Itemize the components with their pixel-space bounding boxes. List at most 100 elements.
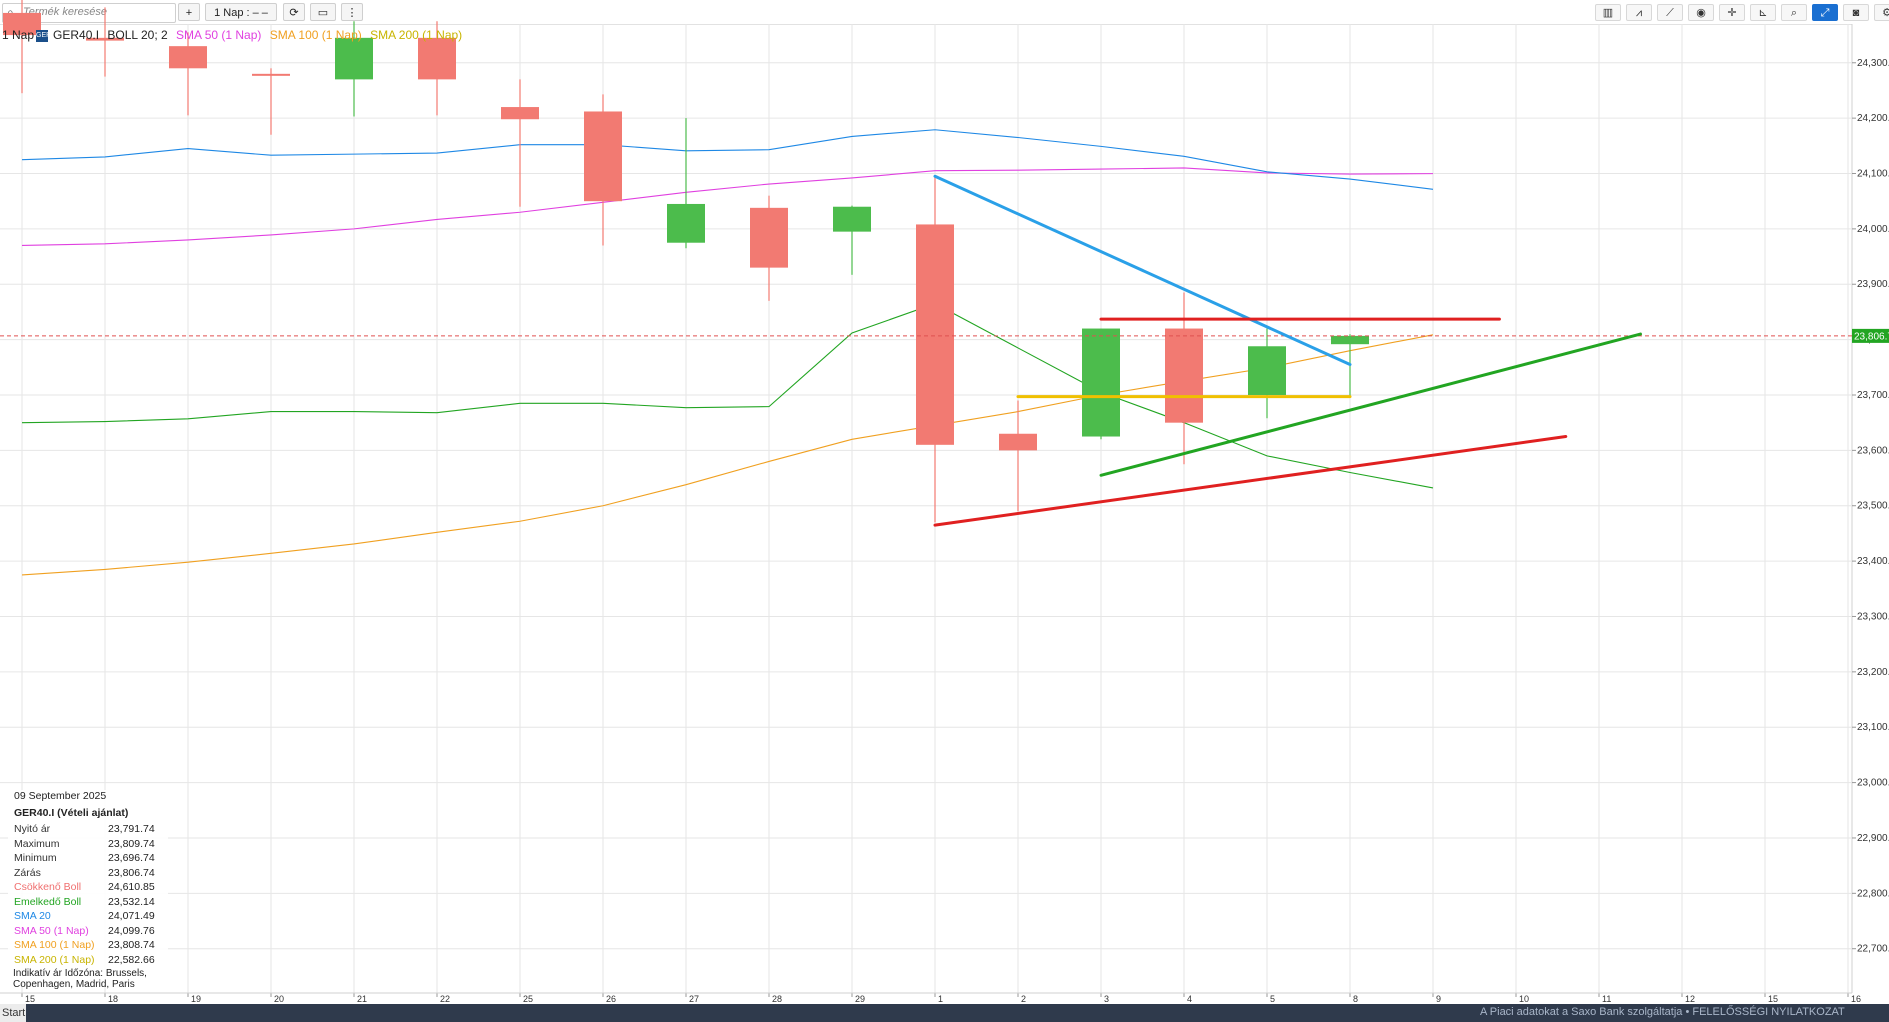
candle-body[interactable] [1248,346,1286,395]
legend-timeframe: 1 Nap [2,28,35,42]
candle-body[interactable] [252,73,290,76]
x-tick-label: 11 [1602,994,1611,1004]
x-tick-label: 1 [938,994,943,1004]
info-row-label: Maximum [14,837,60,850]
blue-downtrend-line[interactable] [933,174,1352,367]
product-search-input[interactable]: ⌕ Termék keresése [2,3,176,23]
search-placeholder: Termék keresése [23,6,107,18]
info-row: Minimum 23,696.74 [8,852,168,867]
y-tick-label: 22,900.0 [1857,833,1889,844]
chart-type-icon[interactable]: ▥ [1595,4,1621,21]
info-row-label: SMA 20 [14,910,51,922]
legend-sma50[interactable]: SMA 50 (1 Nap) [176,28,262,42]
data-provider-note: A Piaci adatokat a Saxo Bank szolgáltatj… [1480,1006,1845,1018]
candle-body[interactable] [916,224,954,445]
y-tick-label: 24,200.0 [1857,113,1889,124]
info-row: Emelkedő Boll 23,532.14 [8,896,168,911]
refresh-button[interactable]: ⟳ [283,3,305,21]
y-tick-label: 23,400.0 [1857,556,1889,567]
sma20-line [21,129,1434,190]
candle-body[interactable] [1165,328,1203,423]
info-row: SMA 100 (1 Nap) 23,808.74 [8,939,168,954]
info-row: Zárás 23,806.74 [8,867,168,882]
last-price-badge [1852,328,1889,343]
info-row-value: 24,099.76 [108,924,155,937]
candle-body[interactable] [501,107,539,120]
info-row-value: 24,071.49 [108,910,155,922]
timeframe-select[interactable]: 1 Nap : – – [205,3,277,21]
info-row: SMA 50 (1 Nap) 24,099.76 [8,925,168,940]
x-tick-label: 29 [855,994,865,1004]
x-tick-label: 27 [689,994,699,1004]
visibility-icon[interactable]: ◉ [1688,4,1714,21]
x-tick-label: 15 [25,994,35,1004]
search-icon: ⌕ [7,5,14,19]
y-tick-label: 23,900.0 [1857,279,1889,290]
y-tick-label: 22,800.0 [1857,888,1889,899]
info-row-label: Minimum [14,852,57,864]
layout-button[interactable]: ▭ [310,3,336,21]
x-tick-label: 10 [1519,994,1529,1004]
info-instrument: GER40.I (Vételi ajánlat) [14,807,129,819]
x-tick-label: 28 [772,994,782,1004]
start-button[interactable]: Start [0,1004,26,1022]
x-tick-label: 22 [440,994,450,1004]
candle-body[interactable] [584,111,622,202]
legend-instrument[interactable]: GER40.I [53,28,100,42]
indicators-icon[interactable]: ⩘ [1626,4,1652,21]
info-footnote: Indikatív ár Időzóna: Brussels, Copenhag… [13,968,147,990]
x-tick-label: 3 [1104,994,1109,1004]
candle-body[interactable] [750,207,788,268]
info-row: SMA 200 (1 Nap) 22,582.66 [8,954,168,969]
y-tick-label: 23,300.0 [1857,611,1889,622]
settings-icon[interactable]: ⚙ [1874,4,1889,21]
candle-body[interactable] [335,37,373,80]
legend-sma100[interactable]: SMA 100 (1 Nap) [269,28,362,42]
red-uptrend-line[interactable] [933,435,1568,527]
candle-body[interactable] [86,37,124,41]
measure-icon[interactable]: ⊾ [1750,4,1776,21]
candle-body[interactable] [833,206,871,232]
candle-body[interactable] [999,433,1037,451]
candle-body[interactable] [3,12,41,36]
info-row: Csökkenő Boll 24,610.85 [8,881,168,896]
x-tick-label: 19 [191,994,201,1004]
candle-body[interactable] [667,203,705,243]
zoom-icon[interactable]: ⌕ [1781,4,1807,21]
candle-body[interactable] [1082,328,1120,437]
fullscreen-icon[interactable]: ⤢ [1812,4,1838,21]
x-tick-label: 8 [1353,994,1358,1004]
more-options-button[interactable]: ⋮ [341,3,363,21]
sma100-line [21,334,1434,576]
add-button[interactable]: + [178,3,200,21]
x-tick-label: 15 [1768,994,1778,1004]
info-row: SMA 20 24,071.49 [8,910,168,925]
info-row-value: 23,791.74 [108,823,155,835]
y-tick-label: 23,600.0 [1857,445,1889,456]
ohlc-info-panel: 09 September 2025 GER40.I (Vételi ajánla… [8,790,168,990]
info-row: Maximum 23,809.74 [8,838,168,853]
crosshair-icon[interactable]: ✛ [1719,4,1745,21]
x-tick-label: 18 [108,994,118,1004]
toolbar: ⌕ Termék keresése + 1 Nap : – – ⟳ ▭ ⋮ ▥ ⩘… [0,0,1889,25]
draw-line-icon[interactable]: ⟋ [1657,4,1683,21]
x-tick-label: 2 [1021,994,1026,1004]
snapshot-icon[interactable]: ◙ [1843,4,1869,21]
info-row-label: SMA 100 (1 Nap) [14,939,95,951]
info-row-value: 23,696.74 [108,852,155,864]
x-tick-label: 21 [357,994,367,1004]
candle-body[interactable] [418,37,456,80]
price-axis[interactable] [1852,24,1889,993]
candle-body[interactable] [1331,335,1369,345]
legend-boll[interactable]: BOLL 20; 2 [107,28,168,42]
legend-sma200[interactable]: SMA 200 (1 Nap) [370,28,463,42]
green-uptrend-line[interactable] [1099,332,1642,477]
info-row: Nyitó ár 23,791.74 [8,823,168,838]
candle-body[interactable] [169,46,207,69]
info-row-label: SMA 200 (1 Nap) [14,953,95,966]
info-row-label: Nyitó ár [14,823,51,835]
boll-lower-line [21,303,1434,489]
info-date: 09 September 2025 [14,790,107,802]
info-row-value: 23,532.14 [108,895,155,908]
